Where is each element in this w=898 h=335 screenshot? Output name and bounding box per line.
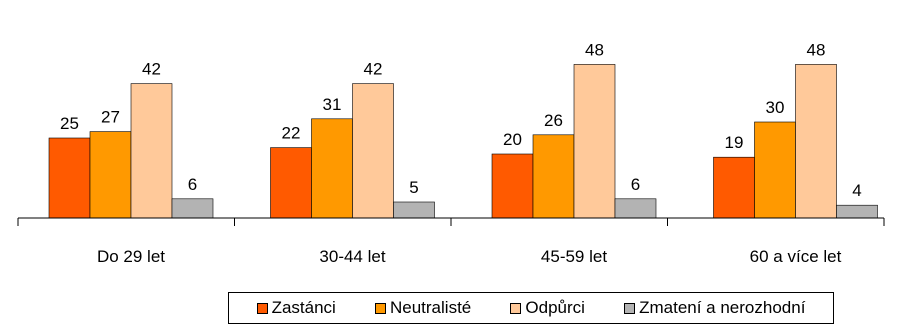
bar-value-label: 48	[807, 40, 826, 59]
bar-value-label: 42	[364, 60, 383, 79]
bar	[130, 83, 173, 219]
bar	[836, 204, 878, 219]
legend-item: Odpůrci	[510, 298, 585, 318]
bar-value-label: 31	[323, 95, 342, 114]
bar	[270, 147, 312, 219]
bar	[795, 64, 837, 219]
bar	[89, 131, 132, 219]
bar	[48, 137, 91, 219]
x-axis: Do 29 let 30-44 let 45-59 let 60 a více let	[17, 217, 885, 266]
bar	[614, 198, 657, 219]
bar	[311, 118, 353, 219]
legend: Zastánci Neutralisté Odpůrci Zmatení a nero…	[228, 292, 834, 324]
legend-item: Zastánci	[256, 298, 336, 318]
legend-label: Odpůrci	[525, 298, 585, 317]
bar	[352, 83, 394, 219]
bar-value-label: 4	[852, 181, 861, 200]
category-label: Do 29 let	[97, 247, 165, 266]
bar-value-label: 27	[101, 108, 120, 127]
bar-value-label: 6	[631, 175, 640, 194]
category-label: 30-44 let	[319, 247, 385, 266]
bar-value-label: 48	[585, 40, 604, 59]
legend-label: Zmatení a nerozhodní	[639, 298, 806, 317]
bar	[713, 156, 755, 219]
legend-swatch	[510, 302, 522, 314]
legend-item: Zmatení a nerozhodní	[624, 298, 805, 318]
bar-value-label: 6	[188, 175, 197, 194]
bar-value-label: 20	[503, 130, 522, 149]
bar-value-label: 19	[725, 133, 744, 152]
legend-swatch	[256, 302, 268, 314]
bar-value-label: 42	[142, 60, 161, 79]
legend-label: Zastánci	[271, 298, 336, 317]
bar	[573, 64, 616, 219]
legend-swatch	[374, 302, 386, 314]
bar	[754, 121, 796, 219]
bar	[393, 201, 435, 219]
legend-item: Neutralisté	[374, 298, 472, 318]
category-label: 60 a více let	[750, 247, 842, 266]
value-labels-layer: 25 27 42 6 22 31 42 5 20 26 48 6 19 30 48 4	[60, 40, 862, 200]
bar	[491, 153, 534, 219]
bar-value-label: 25	[60, 114, 79, 133]
bars-layer	[48, 64, 878, 219]
bar	[532, 134, 575, 219]
bar-value-label: 30	[766, 98, 785, 117]
category-label: 45-59 let	[541, 247, 607, 266]
bar-value-label: 5	[409, 178, 418, 197]
bar-value-label: 26	[544, 111, 563, 130]
legend-swatch	[624, 302, 636, 314]
bar-value-label: 22	[282, 124, 301, 143]
legend-label: Neutralisté	[389, 298, 472, 317]
bar	[171, 198, 214, 219]
